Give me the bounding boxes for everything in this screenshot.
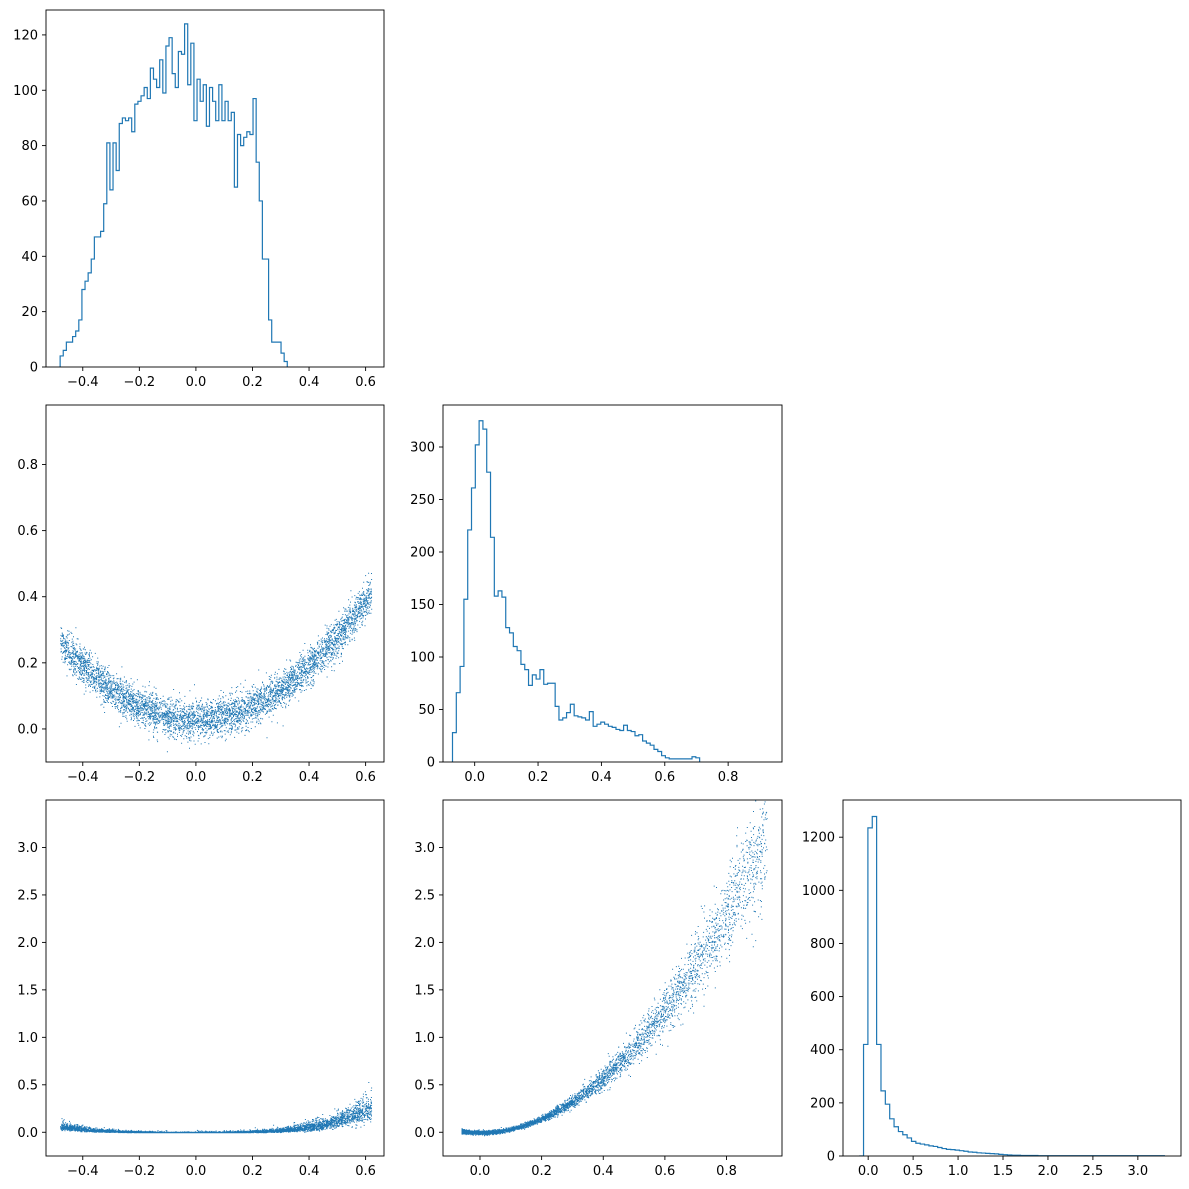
panel-scatter_x_xsq: −0.4 −0.2 0.0 0.2 0.4 0.6 0.0 0.2 0.4 0.6 0.8 [17,404,385,785]
scatter_x_xsq-ytick-label: 0.8 [17,458,38,473]
hist_x-xtick-label: 0.4 [299,375,320,390]
hist_x-ytick-label: 20 [21,305,38,320]
hist_x-xtick-label: 0.6 [355,375,376,390]
scatter_xsq_x4-xtick-label: 0.4 [593,1164,614,1179]
panel-hist_x4: 0.0 0.5 1.0 1.5 2.0 2.5 3.0 0 200 400 600 800 1000 12… [802,799,1182,1179]
hist_x4-xtick-label: 1.0 [948,1164,969,1179]
scatter_x_x4-ytick-label: 2.5 [17,888,38,903]
hist_xsq-frame [442,404,783,763]
scatter_x_xsq-xtick-label: 0.6 [355,770,376,785]
panel-hist_xsq: 0.0 0.2 0.4 0.6 0.8 0 50 100 150 200 250 300 [410,404,783,785]
hist_x-step-line [59,23,288,367]
hist_x4-frame [842,799,1182,1157]
hist_x4-ytick-label: 800 [810,937,835,952]
scatter_x_x4-ytick-label: 2.0 [17,936,38,951]
scatter_x_xsq-ytick-label: 0.4 [17,590,38,605]
hist_xsq-data [451,420,701,762]
hist_x-ytick-label: 100 [13,84,38,99]
hist_x4-xtick-label: 1.5 [993,1164,1014,1179]
scatter_xsq_x4-ytick-label: 2.5 [414,888,435,903]
scatter_xsq_x4-ytick-label: 1.0 [414,1031,435,1046]
hist_xsq-step-line [451,420,701,762]
hist_x4-xtick-label: 3.0 [1128,1164,1149,1179]
hist_x4-ytick-label: 200 [810,1096,835,1111]
scatter_x_xsq-ytick-label: 0.2 [17,656,38,671]
hist_x-data [59,23,288,367]
scatter_x_x4-ytick-label: 0.5 [17,1078,38,1093]
scatter_x_x4-xtick-label: 0.0 [186,1164,207,1179]
hist_x4-ytick-label: 1000 [802,884,835,899]
scatter_x_xsq-frame [45,404,385,763]
panel-scatter_x_x4: −0.4 −0.2 0.0 0.2 0.4 0.6 0.0 0.5 1.0 1.5 2.0 2.5 3.… [17,799,385,1179]
scatter_xsq_x4-ytick-label: 1.5 [414,983,435,998]
scatter_xsq_x4-xtick-label: 0.6 [655,1164,676,1179]
hist_x-xtick-label: 0.0 [186,375,207,390]
scatter_xsq_x4-ytick-label: 0.5 [414,1078,435,1093]
hist_x-ytick-label: 0 [30,361,38,376]
scatter_xsq_x4-ytick-label: 3.0 [414,841,435,856]
hist_x4-ytick-label: 600 [810,990,835,1005]
hist_x4-xtick-label: 2.0 [1038,1164,1059,1179]
scatter_x_xsq-xtick-label: 0.2 [242,770,263,785]
hist_x4-ytick-label: 0 [827,1150,835,1165]
scatter_x_xsq-ytick-label: 0.6 [17,524,38,539]
hist_xsq-ytick-label: 300 [410,441,435,456]
hist_xsq-xtick-label: 0.2 [528,770,549,785]
hist_x4-ytick-label: 400 [810,1043,835,1058]
hist_xsq-ytick-label: 0 [427,756,435,771]
hist_x4-xtick-label: 0.0 [858,1164,879,1179]
scatter_xsq_x4-xtick-label: 0.0 [470,1164,491,1179]
hist_x-xtick-label: −0.4 [67,375,99,390]
hist_xsq-ytick-label: 250 [410,493,435,508]
hist_xsq-xtick-label: 0.0 [464,770,485,785]
hist_x-ytick-label: 120 [13,28,38,43]
hist_xsq-xtick-label: 0.8 [718,770,739,785]
scatter_xsq_x4-xtick-label: 0.8 [716,1164,737,1179]
scatter_x_x4-xtick-label: −0.4 [67,1164,99,1179]
scatter_x_x4-xtick-label: 0.4 [299,1164,320,1179]
hist_x4-xtick-label: 2.5 [1083,1164,1104,1179]
panel-scatter_xsq_x4: 0.0 0.2 0.4 0.6 0.8 0.0 0.5 1.0 1.5 2.0 2.5 3.0 [414,799,783,1179]
scatter_x_xsq-xtick-label: 0.0 [186,770,207,785]
hist_x-xtick-label: 0.2 [242,375,263,390]
scatter_xsq_x4-ytick-label: 2.0 [414,936,435,951]
hist_xsq-ytick-label: 150 [410,598,435,613]
hist_xsq-ytick-label: 200 [410,546,435,561]
scatter_x_xsq-xtick-label: 0.4 [299,770,320,785]
hist_xsq-xtick-label: 0.6 [654,770,675,785]
hist_xsq-ytick-label: 50 [418,703,435,718]
scatter_x_x4-xtick-label: 0.6 [355,1164,376,1179]
hist_x-ytick-label: 40 [21,250,38,265]
hist_x-ytick-label: 60 [21,194,38,209]
scatter_x_x4-ytick-label: 1.5 [17,983,38,998]
hist_x4-xtick-label: 0.5 [903,1164,924,1179]
scatter_x_x4-ytick-label: 0.0 [17,1126,38,1141]
scatter_x_x4-xtick-label: −0.2 [124,1164,156,1179]
scatter_x_x4-xtick-label: 0.2 [242,1164,263,1179]
scatter_xsq_x4-ytick-label: 0.0 [414,1126,435,1141]
scatter_x_xsq-xtick-label: −0.4 [67,770,99,785]
scatter_xsq_x4-xtick-label: 0.2 [531,1164,552,1179]
scatter_x_xsq-xtick-label: −0.2 [124,770,156,785]
scatter_x_x4-ytick-label: 3.0 [17,841,38,856]
hist_x-frame [45,9,385,368]
hist_xsq-ytick-label: 100 [410,651,435,666]
hist_x-ytick-label: 80 [21,139,38,154]
scatter_x_x4-ytick-label: 1.0 [17,1031,38,1046]
scatter_xsq_x4-frame [442,799,783,1157]
panel-hist_x: −0.4 −0.2 0.0 0.2 0.4 0.6 0 20 40 60 80 100 120 [13,9,385,390]
hist_x4-ytick-label: 1200 [802,831,835,846]
hist_x-xtick-label: −0.2 [124,375,156,390]
scatter_x_x4-frame [45,799,385,1157]
hist_xsq-xtick-label: 0.4 [591,770,612,785]
scatter_x_xsq-ytick-label: 0.0 [17,722,38,737]
